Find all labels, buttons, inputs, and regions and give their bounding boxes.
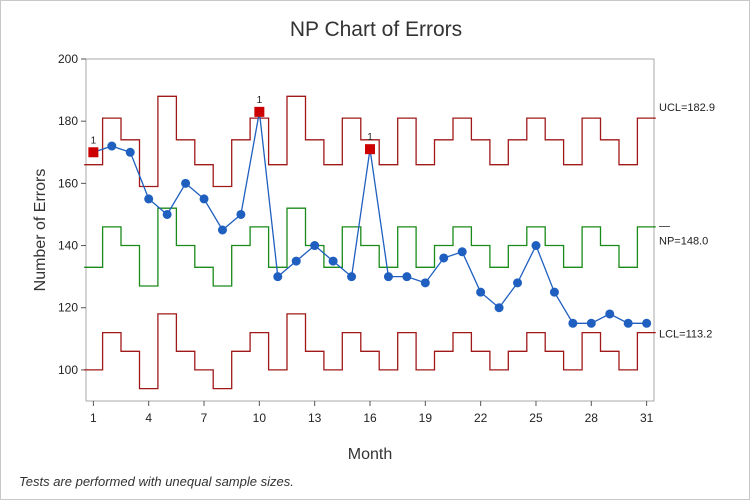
- x-tick-label: 28: [585, 411, 599, 425]
- x-tick-label: 31: [640, 411, 654, 425]
- flagged-point: [254, 106, 265, 117]
- y-tick-label: 120: [58, 301, 78, 315]
- x-tick-label: 25: [529, 411, 543, 425]
- data-point: [531, 241, 541, 251]
- data-point: [549, 287, 559, 297]
- data-point: [623, 318, 633, 328]
- center-line: [84, 207, 656, 287]
- data-point: [125, 147, 135, 157]
- x-axis: 1 4 7 10 13 16 19 22 25 28 31: [90, 401, 654, 425]
- data-point: [513, 278, 523, 288]
- x-tick-label: 19: [419, 411, 433, 425]
- data-point: [273, 272, 283, 282]
- x-tick-label: 10: [253, 411, 267, 425]
- data-point: [291, 256, 301, 266]
- data-point: [568, 318, 578, 328]
- data-point: [402, 272, 412, 282]
- y-tick-label: 140: [58, 239, 78, 253]
- x-tick-label: 7: [201, 411, 208, 425]
- data-point: [439, 253, 449, 263]
- y-axis-label: Number of Errors: [32, 169, 49, 292]
- ucl-line: [84, 95, 656, 188]
- y-axis: 100 120 140 160 180 200: [58, 52, 86, 377]
- x-tick-label: 13: [308, 411, 322, 425]
- center-label-bar: —: [659, 221, 670, 233]
- data-point: [347, 272, 357, 282]
- data-point: [181, 178, 191, 188]
- data-point: [586, 318, 596, 328]
- chart-title: NP Chart of Errors: [290, 18, 462, 41]
- data-point: [107, 141, 117, 151]
- y-tick-label: 100: [58, 363, 78, 377]
- limit-labels: UCL=182.9 — NP=148.0 LCL=113.2: [659, 102, 715, 341]
- data-point: [199, 194, 209, 204]
- data-point: [642, 318, 652, 328]
- plot-area: [85, 58, 655, 402]
- ucl-label: UCL=182.9: [659, 102, 715, 114]
- flag-label: 1: [257, 95, 263, 106]
- data-point: [144, 194, 154, 204]
- data-point: [457, 247, 467, 257]
- flagged-point: [365, 144, 375, 155]
- data-point: [310, 241, 320, 251]
- x-tick-label: 4: [145, 411, 152, 425]
- lcl-line: [84, 313, 656, 390]
- x-tick-label: 1: [90, 411, 97, 425]
- data-point: [236, 209, 246, 219]
- data-point: [383, 272, 393, 282]
- x-axis-label: Month: [348, 446, 392, 463]
- y-tick-label: 180: [58, 114, 78, 128]
- data-point: [328, 256, 338, 266]
- lcl-label: LCL=113.2: [659, 329, 712, 341]
- flagged-point: [88, 147, 99, 158]
- data-point: [420, 278, 430, 288]
- y-tick-label: 160: [58, 176, 78, 190]
- footnote: Tests are performed with unequal sample …: [19, 474, 294, 489]
- data-point: [605, 309, 615, 319]
- data-series: 1 1 1: [88, 95, 652, 328]
- x-tick-label: 22: [474, 411, 488, 425]
- data-point: [217, 225, 227, 235]
- data-point: [494, 303, 504, 313]
- flag-label: 1: [367, 132, 373, 143]
- flag-label: 1: [91, 135, 97, 146]
- center-label: NP=148.0: [659, 236, 708, 248]
- x-tick-label: 16: [363, 411, 377, 425]
- y-tick-label: 200: [58, 52, 78, 66]
- data-point: [476, 287, 486, 297]
- control-limits: [84, 95, 656, 390]
- data-point: [162, 209, 172, 219]
